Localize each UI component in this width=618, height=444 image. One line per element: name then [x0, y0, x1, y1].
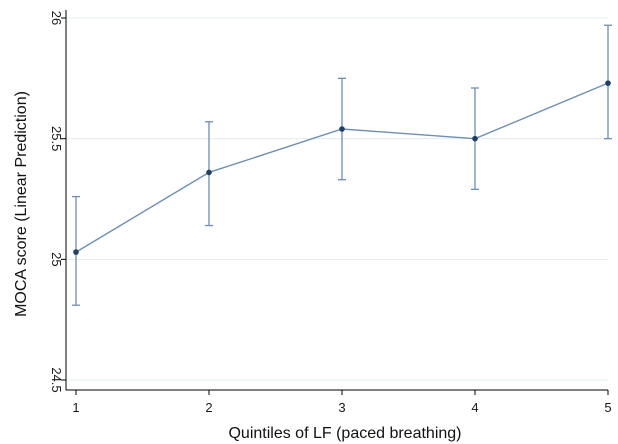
y-axis-title: MOCA score (Linear Prediction)	[13, 91, 30, 317]
axes	[65, 10, 608, 391]
x-tick-label: 5	[604, 400, 611, 415]
data-point	[472, 135, 478, 142]
y-tick-label: 24.5	[49, 367, 64, 392]
x-tick-label: 2	[205, 400, 212, 415]
data-point	[206, 169, 212, 176]
data-points	[73, 80, 611, 255]
error-bars	[72, 24, 612, 306]
x-tick-label: 3	[338, 400, 345, 415]
y-tick-label: 26	[49, 11, 64, 25]
x-axis-ticks: 1 2 3 4 5	[72, 390, 612, 415]
x-axis-title: Quintiles of LF (paced breathing)	[228, 425, 461, 442]
data-point	[605, 80, 611, 86]
data-point	[339, 126, 345, 132]
y-axis-ticks: 24.5 25 25.5 26	[49, 11, 66, 393]
y-tick-label: 25.5	[49, 126, 64, 151]
y-tick-label: 25	[49, 252, 64, 266]
x-tick-label: 1	[72, 400, 79, 415]
data-point	[73, 249, 79, 255]
x-tick-label: 4	[471, 400, 478, 415]
gridlines	[67, 17, 608, 381]
